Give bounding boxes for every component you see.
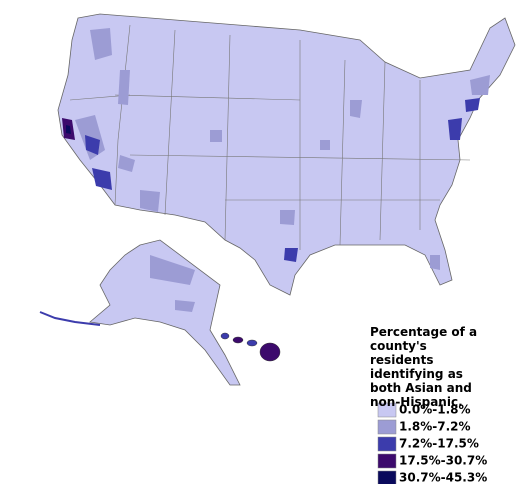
county-shading: [62, 28, 490, 270]
alaska: [89, 239, 241, 386]
legend-label: 17.5%-30.7%: [399, 454, 487, 468]
legend-swatch: [377, 453, 397, 469]
legend-swatch: [377, 402, 397, 418]
legend-swatch: [377, 419, 397, 435]
legend-label: 30.7%-45.3%: [399, 471, 487, 484]
alaska-shading: [150, 255, 195, 312]
legend-label: 0.0%-1.8%: [399, 403, 471, 417]
legend-swatch: [377, 436, 397, 452]
legend-title: Percentage of a county's residents ident…: [370, 325, 478, 409]
legend-label: 1.8%-7.2%: [399, 420, 471, 434]
aleutians: [39, 311, 101, 326]
legend-swatch: [377, 470, 397, 484]
state-borders: [69, 24, 471, 250]
legend-label: 7.2%-17.5%: [399, 437, 479, 451]
hawaii: [220, 332, 281, 362]
